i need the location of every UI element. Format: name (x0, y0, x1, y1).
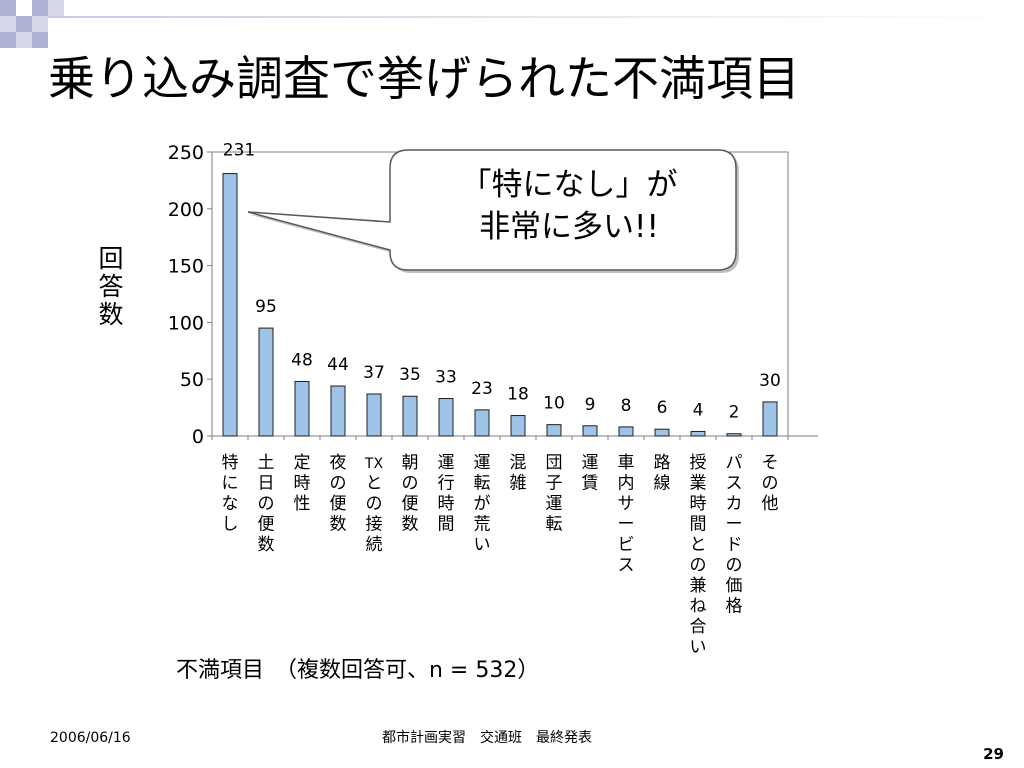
value-label: 37 (363, 363, 385, 383)
bar (618, 426, 634, 437)
corner-square (0, 16, 16, 32)
corner-square (32, 0, 48, 16)
category-label: 定時性 (294, 453, 311, 514)
category-label: 特になし (222, 453, 239, 535)
y-tick-label: 100 (168, 312, 204, 334)
category-label: 車内サービス (618, 453, 635, 576)
category-label: 運行時間 (438, 453, 455, 535)
corner-decoration (0, 0, 80, 80)
footer-center-text: 都市計画実習 交通班 最終発表 (382, 730, 592, 746)
y-axis-label: 回答数 (96, 245, 126, 329)
value-label: 6 (657, 398, 668, 418)
value-label: 10 (543, 394, 565, 414)
bar (726, 433, 742, 437)
value-label: 231 (223, 141, 255, 161)
value-label: 95 (255, 297, 277, 317)
value-label: 2 (729, 403, 740, 423)
y-axis-label-char: 答 (98, 272, 124, 301)
y-tick-label: 200 (168, 199, 204, 221)
category-label: 混雑 (510, 453, 527, 494)
value-label: 30 (759, 371, 781, 391)
category-label: TX との接続 (364, 456, 384, 555)
corner-square (48, 0, 64, 16)
category-label: 夜の便数 (330, 453, 347, 535)
bar (438, 398, 454, 437)
y-axis-ticks: 0 50 100 150 200 250 (168, 142, 212, 448)
callout-line-1: 「特になし」が (460, 167, 678, 203)
value-label: 33 (435, 368, 457, 388)
category-label: パスカードの価格 (726, 453, 743, 617)
category-label: 路線 (654, 453, 671, 494)
category-labels: 特になし 土日の便数 定時性 夜の便数 TX との接続 朝の便数 運行時間 運転が荒い 混雑 団子運… (222, 453, 779, 658)
value-label: 4 (693, 400, 704, 420)
bar (330, 385, 346, 437)
bar (546, 424, 562, 437)
corner-square (0, 0, 16, 16)
bar (582, 425, 598, 437)
category-label: 団子運転 (546, 453, 563, 535)
callout-shape (247, 149, 737, 271)
category-label: 運転が荒い (474, 453, 491, 555)
footer-date: 2006/06/16 (50, 730, 131, 746)
bar (366, 393, 382, 437)
page-number: 29 (983, 745, 1004, 763)
callout-text: 「特になし」が 非常に多い!! (404, 164, 734, 248)
bar (510, 415, 526, 437)
callout-bubble (247, 149, 739, 273)
x-axis-label: 不満項目 （複数回答可、n = 532） (176, 658, 540, 683)
category-label: 土日の便数 (258, 453, 275, 555)
value-label: 35 (399, 365, 421, 385)
corner-square (16, 16, 32, 32)
bar (654, 428, 670, 437)
corner-square (32, 16, 48, 32)
y-tick-label: 50 (180, 369, 204, 391)
bar (294, 380, 310, 437)
slide-title: 乗り込み調査で挙げられた不満項目 (48, 52, 800, 107)
y-tick-label: 150 (168, 256, 204, 278)
value-labels: 231 95 48 44 37 35 33 23 18 10 9 8 6 4 2 30 (223, 141, 781, 423)
bar (762, 401, 778, 437)
y-axis-label-char: 回 (98, 244, 124, 273)
corner-square (0, 32, 16, 48)
category-label: 授業時間との兼ね合い (690, 453, 707, 658)
callout-line-2: 非常に多い!! (479, 209, 659, 245)
bar (258, 327, 274, 437)
y-tick-label: 0 (192, 426, 204, 448)
bar (690, 430, 706, 437)
bar (474, 409, 490, 437)
bars (211, 173, 789, 440)
corner-square (16, 0, 32, 16)
corner-square (16, 32, 32, 48)
value-label: 9 (585, 395, 596, 415)
title-rule (48, 16, 1024, 18)
y-tick-label: 250 (168, 142, 204, 164)
category-label: その他 (762, 453, 779, 514)
value-label: 44 (327, 355, 349, 375)
y-axis-label-char: 数 (98, 300, 124, 329)
value-label: 48 (291, 350, 313, 370)
corner-square (32, 32, 48, 48)
value-label: 8 (621, 396, 632, 416)
value-label: 23 (471, 379, 493, 399)
category-label: 運賃 (582, 453, 599, 494)
value-label: 18 (507, 385, 529, 405)
bar (222, 173, 238, 437)
category-label: 朝の便数 (402, 453, 419, 535)
bar (402, 395, 418, 437)
